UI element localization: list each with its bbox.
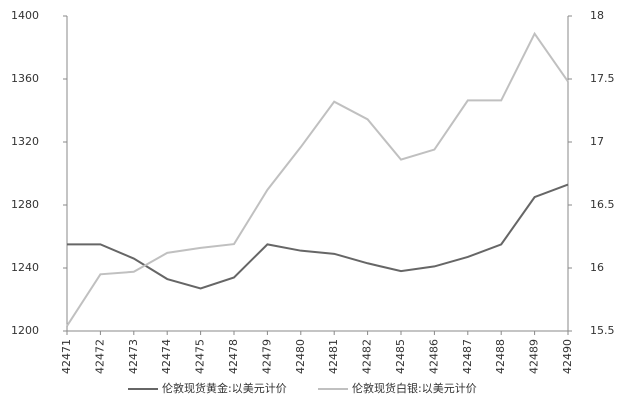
- x-tick-label: 42486: [427, 339, 440, 374]
- series-line: [67, 183, 569, 290]
- y2-tick-label: 15.5: [590, 324, 615, 337]
- y2-tick-label: 16.5: [590, 198, 615, 211]
- x-tick-label: 42487: [461, 339, 474, 374]
- x-tick-label: 42488: [494, 339, 507, 374]
- x-tick-label: 42485: [394, 339, 407, 374]
- x-tick-label: 42481: [327, 339, 340, 374]
- y2-tick-label: 18: [590, 9, 604, 22]
- y-tick-label: 1280: [11, 198, 39, 211]
- x-tick-label: 42480: [294, 339, 307, 374]
- y2-tick-label: 16: [590, 261, 604, 274]
- x-tick-label: 42473: [127, 339, 140, 374]
- x-tick-label: 42490: [561, 339, 574, 374]
- y-tick-label: 1240: [11, 261, 39, 274]
- x-tick-label: 42482: [361, 339, 374, 374]
- x-tick-label: 42472: [93, 339, 106, 374]
- x-tick-label: 42475: [194, 339, 207, 374]
- legend-label: 伦敦现货白银:以美元计价: [352, 381, 477, 395]
- x-tick-label: 42474: [160, 339, 173, 374]
- y2-tick-label: 17: [590, 135, 604, 148]
- x-tick-label: 42478: [227, 339, 240, 374]
- legend-label: 伦敦现货黄金:以美元计价: [162, 381, 287, 395]
- x-tick-label: 42471: [60, 339, 73, 374]
- y-tick-label: 1200: [11, 324, 39, 337]
- series-line: [66, 31, 569, 327]
- x-tick-label: 42489: [528, 339, 541, 374]
- y2-tick-label: 17.5: [590, 72, 615, 85]
- y-tick-label: 1320: [11, 135, 39, 148]
- y-tick-label: 1360: [11, 72, 39, 85]
- y-tick-label: 1400: [11, 9, 39, 22]
- x-tick-label: 42479: [260, 339, 273, 374]
